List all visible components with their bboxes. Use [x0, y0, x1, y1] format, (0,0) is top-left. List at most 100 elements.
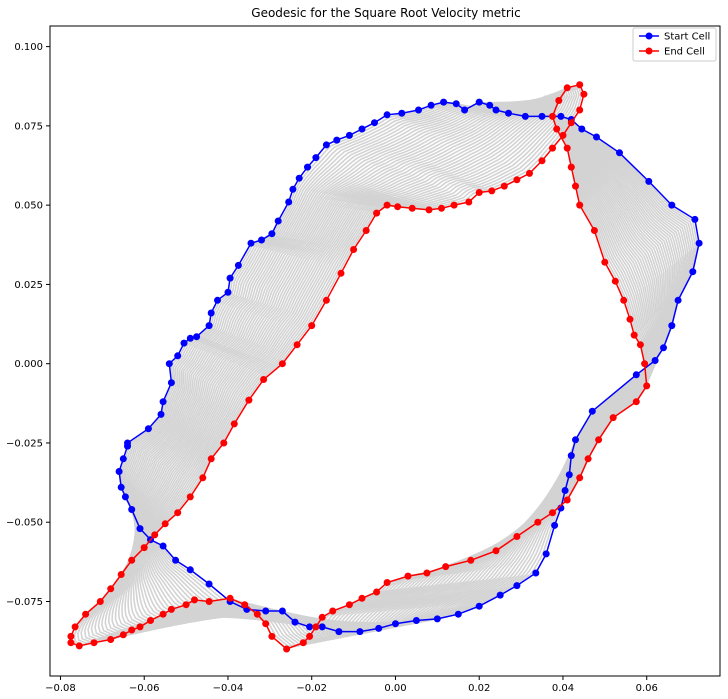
start-cell-point: [174, 352, 182, 360]
start-cell-point: [159, 542, 167, 550]
start-cell-point: [291, 618, 299, 626]
end-cell-point: [345, 601, 353, 609]
start-cell-point: [304, 163, 311, 171]
x-tick-label: −0.08: [45, 683, 76, 694]
start-cell-point: [136, 525, 144, 533]
start-cell-point: [695, 239, 703, 247]
intermediate-curve: [121, 94, 659, 638]
start-cell-point: [322, 141, 330, 149]
legend-start-cell-label: Start Cell: [664, 32, 710, 43]
start-cell-point: [306, 623, 314, 631]
start-cell-point: [521, 112, 529, 120]
axes-frame: [49, 25, 721, 677]
x-tick-label: −0.04: [213, 683, 244, 694]
end-cell-point: [626, 315, 634, 323]
x-tick-label: 0.02: [468, 683, 490, 694]
start-cell-point: [532, 569, 540, 577]
start-cell-point: [551, 521, 559, 529]
end-cell-point: [293, 341, 301, 349]
y-tick-label: −0.025: [6, 438, 43, 449]
end-cell-point: [620, 296, 628, 304]
end-cell-point: [322, 296, 330, 304]
intermediate-curve: [127, 101, 687, 627]
end-cell-point: [549, 144, 556, 152]
end-cell-point: [373, 209, 381, 217]
intermediate-curve: [117, 93, 658, 638]
start-cell-point: [651, 357, 659, 364]
end-cell-point: [576, 474, 584, 482]
end-cell-point: [423, 569, 431, 577]
start-cell-point: [561, 487, 569, 494]
y-tick-label: 0.000: [14, 359, 43, 370]
end-cell-point: [636, 341, 644, 349]
start-cell-point: [289, 185, 297, 193]
start-cell-point: [165, 360, 173, 368]
end-cell-point: [318, 613, 326, 621]
start-cell-point: [505, 109, 512, 117]
start-cell-point: [159, 398, 167, 406]
end-cell-point: [438, 204, 445, 212]
start-cell-point: [119, 455, 127, 463]
end-cell-point: [394, 203, 402, 211]
end-cell-point: [383, 579, 391, 586]
start-cell-point: [371, 119, 378, 127]
intermediate-curve: [123, 101, 693, 630]
start-cell-point: [645, 177, 653, 185]
end-cell-point: [245, 396, 253, 404]
end-cell-point: [572, 182, 579, 190]
start-cell-point: [205, 580, 213, 588]
end-cell-point: [117, 571, 125, 578]
intermediate-curve: [130, 101, 682, 627]
end-cell-point: [567, 163, 575, 171]
start-cell-point: [335, 628, 343, 636]
start-cell-point: [513, 582, 521, 590]
start-cell-point: [415, 106, 422, 114]
intermediate-curve: [130, 96, 662, 636]
end-cell-point: [567, 119, 575, 127]
start-cell-point: [172, 556, 180, 564]
start-cell-point: [318, 623, 326, 631]
end-cell-point: [576, 81, 584, 89]
legend-start-cell-marker: [645, 32, 653, 40]
intermediate-curve: [121, 101, 697, 631]
y-tick-label: −0.075: [6, 597, 43, 608]
x-tick-label: −0.06: [129, 683, 160, 694]
start-cell-point: [632, 371, 640, 379]
end-cell-point: [268, 632, 276, 640]
intermediate-curve: [133, 100, 676, 629]
start-cell-point: [660, 344, 667, 352]
x-tick-label: 0.04: [552, 683, 574, 694]
intermediate-curve: [132, 97, 665, 634]
intermediate-curve: [122, 101, 695, 631]
end-cell-point: [312, 623, 320, 631]
intermediate-curve: [87, 88, 651, 645]
legend-end-cell-marker: [645, 47, 653, 55]
end-cell-point: [191, 596, 198, 604]
end-cell-point: [404, 572, 412, 580]
end-cell-point: [373, 588, 381, 596]
start-cell-point: [452, 100, 460, 108]
end-cell-point: [205, 598, 213, 605]
end-cell-point: [358, 594, 366, 602]
start-cell-point: [578, 125, 586, 133]
end-cell-point: [492, 547, 500, 555]
end-cell-point: [278, 360, 286, 368]
start-cell-point: [186, 566, 194, 574]
start-cell-point: [278, 607, 286, 615]
start-cell-point: [258, 236, 265, 244]
start-cell-point: [144, 425, 152, 433]
start-cell-point: [167, 379, 175, 387]
end-cell-point: [260, 376, 268, 383]
start-cell-point: [689, 268, 697, 276]
start-cell-point: [674, 296, 682, 304]
start-cell-point: [124, 442, 131, 450]
start-cell-point: [668, 322, 676, 330]
end-cell-point: [71, 623, 79, 631]
start-cell-point: [412, 617, 420, 624]
start-cell-point: [117, 483, 125, 491]
intermediate-curve: [97, 90, 653, 643]
start-cell-point: [234, 261, 242, 269]
intermediate-curve: [131, 101, 680, 628]
y-tick-label: −0.050: [6, 518, 43, 529]
y-tick-label: 0.075: [14, 121, 43, 132]
